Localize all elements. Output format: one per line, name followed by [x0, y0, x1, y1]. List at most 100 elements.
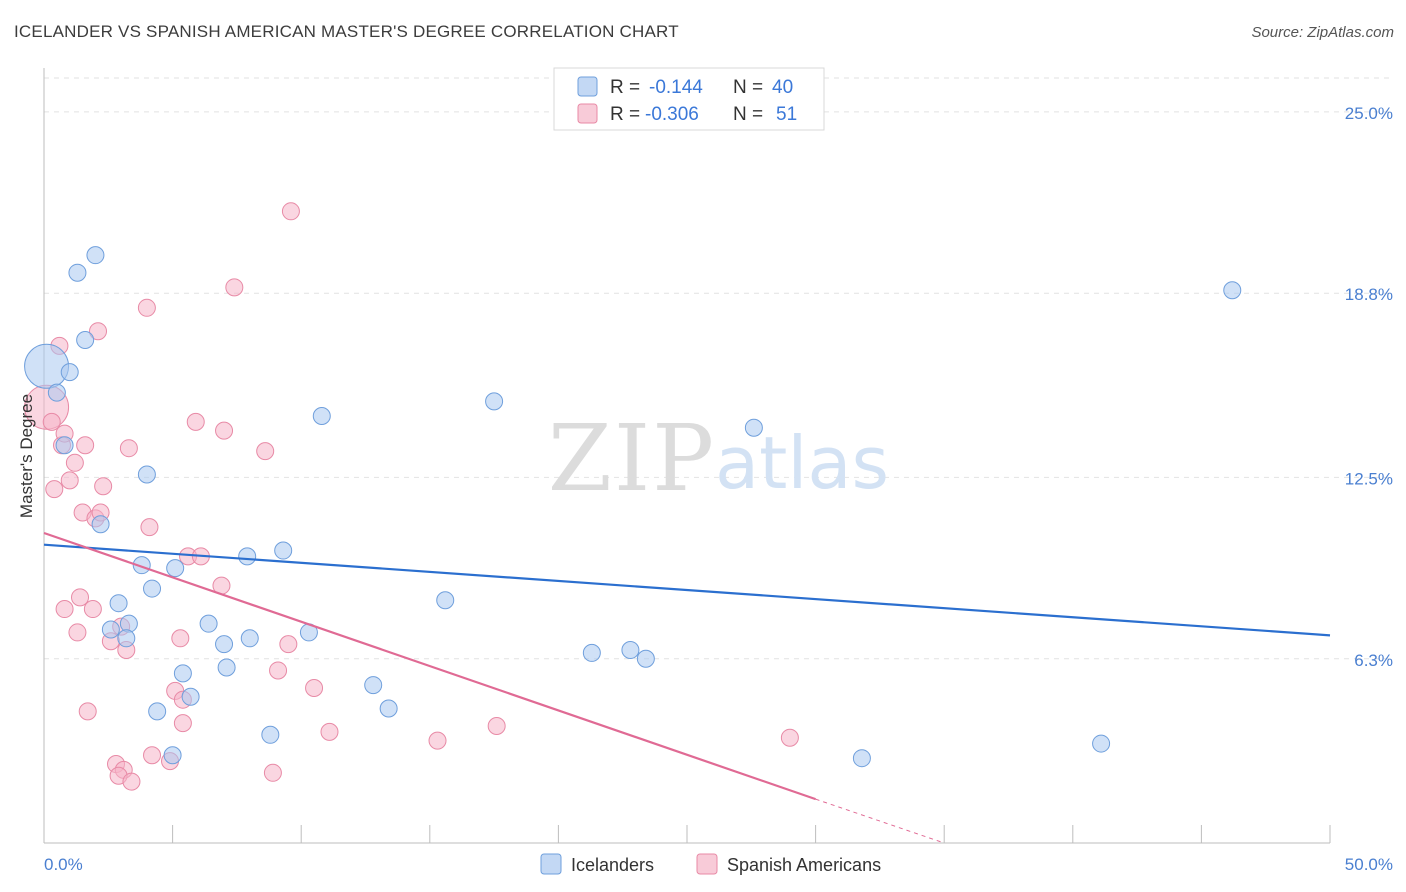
point-icelanders — [166, 559, 185, 578]
point-spanish-americans — [186, 412, 205, 431]
point-spanish-americans — [263, 763, 282, 782]
trend-line-spanish-americans-extension — [815, 798, 945, 844]
watermark-zip: ZIP — [548, 405, 716, 512]
point-spanish-americans — [78, 702, 97, 721]
point-icelanders — [240, 629, 259, 648]
point-spanish-americans — [320, 722, 339, 741]
point-icelanders — [261, 725, 280, 744]
point-spanish-americans — [780, 728, 799, 747]
point-spanish-americans — [279, 635, 298, 654]
trend-line-spanish-americans — [43, 531, 816, 801]
point-icelanders — [91, 515, 110, 534]
watermark-atlas: atlas — [715, 421, 889, 505]
point-icelanders — [215, 635, 234, 654]
point-icelanders — [68, 263, 87, 282]
point-icelanders — [148, 702, 167, 721]
point-icelanders — [173, 664, 192, 683]
y-axis-title: Master's Degree — [17, 394, 36, 518]
bottom-legend-spanish-americans: Spanish Americans — [727, 855, 881, 875]
point-icelanders — [86, 246, 105, 265]
point-spanish-americans — [171, 629, 190, 648]
point-spanish-americans — [89, 322, 108, 341]
tick-labels: 6.3% 12.5% 18.8% 25.0% 0.0% 50.0% — [44, 104, 1393, 874]
point-spanish-americans — [71, 588, 90, 607]
point-icelanders — [621, 640, 640, 659]
chart-title: ICELANDER VS SPANISH AMERICAN MASTER'S D… — [14, 22, 679, 41]
legend-n-value-spanish-americans: 51 — [776, 104, 797, 125]
y-tick-label: 12.5% — [1345, 469, 1393, 488]
point-icelanders — [238, 547, 257, 566]
point-spanish-americans — [68, 623, 87, 642]
point-spanish-americans — [122, 772, 141, 791]
point-icelanders — [109, 594, 128, 613]
point-spanish-americans — [55, 600, 74, 619]
point-spanish-americans — [487, 717, 506, 736]
point-spanish-americans — [42, 412, 61, 431]
x-tick-label-max: 50.0% — [1345, 855, 1393, 874]
point-spanish-americans — [119, 439, 138, 458]
point-icelanders — [76, 330, 95, 349]
point-icelanders — [436, 591, 455, 610]
legend-r-label: R = — [610, 104, 640, 125]
point-spanish-americans — [428, 731, 447, 750]
series-icelanders — [24, 246, 1242, 768]
source-label: Source: ZipAtlas.com — [1251, 24, 1394, 41]
x-tick-label-min: 0.0% — [44, 855, 83, 874]
point-spanish-americans — [305, 679, 324, 697]
bottom-legend-icelanders: Icelanders — [571, 855, 654, 875]
point-spanish-americans — [269, 661, 288, 680]
point-spanish-americans — [137, 298, 156, 317]
point-spanish-americans — [60, 471, 79, 490]
point-icelanders — [55, 436, 74, 455]
point-icelanders — [744, 418, 763, 437]
series-spanish-americans — [24, 202, 799, 791]
point-icelanders — [852, 749, 871, 768]
point-icelanders — [485, 392, 504, 411]
point-icelanders — [163, 746, 182, 765]
point-spanish-americans — [143, 746, 162, 765]
legend-n-label: N = — [733, 104, 763, 125]
point-icelanders — [312, 407, 331, 426]
point-spanish-americans — [215, 421, 234, 440]
point-icelanders — [636, 649, 655, 668]
point-icelanders — [379, 699, 398, 718]
point-icelanders — [143, 579, 162, 598]
gridlines — [44, 77, 1392, 660]
point-icelanders — [117, 629, 136, 648]
point-spanish-americans — [281, 202, 300, 221]
point-icelanders — [119, 614, 138, 633]
point-icelanders — [132, 556, 151, 575]
y-tick-label: 18.8% — [1345, 285, 1393, 304]
point-icelanders — [1223, 281, 1242, 300]
point-icelanders — [364, 676, 383, 695]
legend-swatch-icelanders — [577, 76, 598, 97]
legend-box: R = -0.144 N = 40 R = -0.306 N = 51 — [553, 67, 825, 131]
point-icelanders — [47, 383, 66, 402]
point-icelanders — [1092, 734, 1111, 753]
legend-swatch-spanish-americans — [577, 103, 598, 124]
watermark: ZIP atlas — [548, 405, 889, 512]
legend-n-label: N = — [733, 77, 763, 98]
point-icelanders — [181, 687, 200, 706]
point-icelanders — [137, 465, 156, 484]
point-icelanders — [217, 658, 236, 677]
legend-r-value-icelanders: -0.144 — [649, 77, 703, 98]
point-spanish-americans — [45, 480, 64, 499]
point-icelanders — [60, 363, 79, 382]
legend-r-value-spanish-americans: -0.306 — [645, 104, 699, 125]
y-tick-label: 25.0% — [1345, 104, 1393, 123]
y-tick-label: 6.3% — [1354, 651, 1393, 670]
trend-lines — [43, 531, 1331, 844]
point-spanish-americans — [94, 477, 113, 496]
point-spanish-americans — [256, 442, 275, 461]
bottom-legend-swatch-icelanders — [540, 853, 562, 875]
point-icelanders — [199, 614, 218, 633]
point-icelanders — [274, 541, 293, 560]
point-spanish-americans — [65, 453, 84, 472]
point-spanish-americans — [83, 600, 102, 619]
point-spanish-americans — [173, 714, 192, 733]
legend-r-label: R = — [610, 77, 640, 98]
point-icelanders — [582, 643, 601, 662]
point-icelanders — [24, 343, 70, 389]
point-icelanders — [101, 620, 120, 639]
